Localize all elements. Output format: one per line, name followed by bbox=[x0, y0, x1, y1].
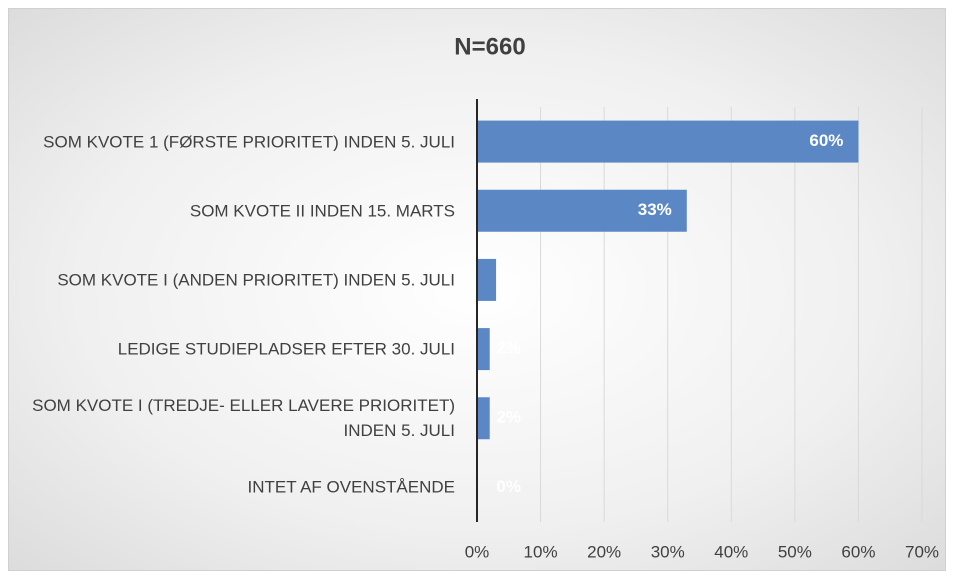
x-tick-label: 0% bbox=[465, 542, 490, 561]
x-tick-label: 30% bbox=[651, 542, 685, 561]
bar bbox=[477, 397, 490, 440]
x-tick-label: 10% bbox=[524, 542, 558, 561]
chart-title: N=660 bbox=[454, 33, 525, 60]
y-tick-label: LEDIGE STUDIEPLADSER EFTER 30. JULI bbox=[117, 339, 455, 359]
bar bbox=[477, 258, 497, 301]
value-label: 33% bbox=[638, 200, 672, 219]
value-label: 3% bbox=[496, 269, 521, 288]
y-tick-label: SOM KVOTE I (ANDEN PRIORITET) INDEN 5. J… bbox=[57, 270, 455, 290]
y-tick-label: SOM KVOTE II INDEN 15. MARTS bbox=[189, 201, 455, 221]
x-tick-label: 20% bbox=[587, 542, 621, 561]
x-tick-label: 60% bbox=[841, 542, 875, 561]
x-tick-label: 70% bbox=[905, 542, 939, 561]
value-label: 2% bbox=[496, 408, 521, 427]
y-tick-label: SOM KVOTE I (TREDJE- ELLER LAVERE PRIORI… bbox=[32, 396, 455, 441]
value-label: 0% bbox=[496, 477, 521, 496]
y-tick-label: SOM KVOTE 1 (FØRSTE PRIORITET) INDEN 5. … bbox=[43, 132, 455, 152]
value-label: 2% bbox=[496, 339, 521, 358]
bar bbox=[477, 328, 490, 371]
x-tick-label: 50% bbox=[778, 542, 812, 561]
y-tick-label: INTET AF OVENSTÅENDE bbox=[247, 477, 455, 497]
value-label: 60% bbox=[809, 131, 843, 150]
x-tick-label: 40% bbox=[714, 542, 748, 561]
bar bbox=[477, 120, 859, 163]
bar bbox=[477, 189, 687, 232]
